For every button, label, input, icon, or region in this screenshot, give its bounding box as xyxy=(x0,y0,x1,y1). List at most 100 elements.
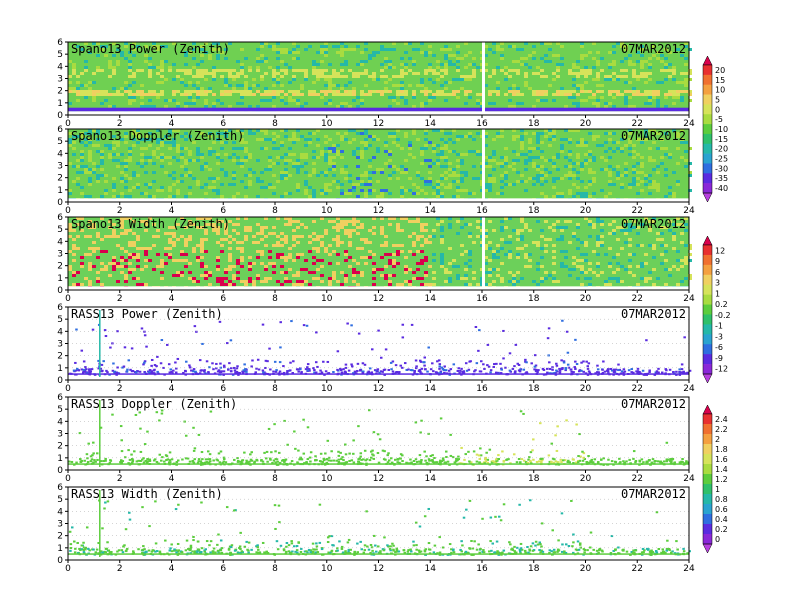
x-tick-label: 0 xyxy=(65,294,71,304)
heatmap-cell xyxy=(88,220,92,223)
heatmap-cell xyxy=(188,135,192,138)
heatmap-cell xyxy=(436,162,440,165)
heatmap-cell xyxy=(496,250,500,253)
data-point xyxy=(414,458,418,461)
data-point xyxy=(587,370,591,373)
data-point xyxy=(493,363,496,366)
heatmap-cell xyxy=(612,60,616,63)
heatmap-cell xyxy=(172,195,176,198)
data-point xyxy=(519,410,523,413)
data-point xyxy=(363,449,367,452)
heatmap-cell xyxy=(628,54,632,57)
heatmap-cell xyxy=(380,232,384,235)
data-point xyxy=(628,458,631,461)
heatmap-cell xyxy=(232,87,236,90)
heatmap-cell xyxy=(228,241,232,244)
data-point xyxy=(523,459,526,462)
data-point xyxy=(84,366,87,369)
heatmap-cell xyxy=(660,147,664,150)
heatmap-cell xyxy=(372,262,376,265)
heatmap-cell xyxy=(324,159,328,162)
heatmap-cell xyxy=(296,102,300,105)
data-point xyxy=(576,461,580,464)
heatmap-cell xyxy=(260,262,264,265)
data-point xyxy=(148,459,152,462)
heatmap-cell xyxy=(576,60,580,63)
heatmap-cell xyxy=(360,150,364,153)
heatmap-cell xyxy=(656,105,660,108)
heatmap-cell xyxy=(568,93,572,96)
heatmap-cell xyxy=(652,90,656,93)
heatmap-cell xyxy=(116,244,120,247)
data-point xyxy=(292,360,295,363)
heatmap-cell xyxy=(224,141,228,144)
heatmap-cell xyxy=(216,189,220,192)
heatmap-cell xyxy=(296,90,300,93)
y-tick-label: 0 xyxy=(57,111,63,121)
heatmap-cell xyxy=(248,132,252,135)
heatmap-cell xyxy=(468,75,472,78)
heatmap-cell xyxy=(272,48,276,51)
heatmap-cell xyxy=(360,51,364,54)
data-point xyxy=(300,458,304,461)
heatmap-cell xyxy=(512,129,516,132)
data-point xyxy=(159,362,163,365)
heatmap-cell xyxy=(680,96,684,99)
data-point xyxy=(230,370,233,373)
heatmap-cell xyxy=(512,229,516,232)
heatmap-cell xyxy=(240,129,244,132)
data-point xyxy=(192,539,195,542)
data-point xyxy=(200,451,204,454)
heatmap-cell xyxy=(464,153,468,156)
data-point xyxy=(381,370,384,373)
data-point xyxy=(215,362,218,365)
data-point xyxy=(143,330,146,333)
heatmap-cell xyxy=(148,259,152,262)
heatmap-cell xyxy=(284,129,288,132)
heatmap-cell xyxy=(188,96,192,99)
heatmap-cell xyxy=(292,283,296,286)
data-point xyxy=(121,460,125,463)
heatmap-cell xyxy=(68,90,72,93)
heatmap-cell xyxy=(204,277,208,280)
data-point xyxy=(524,358,527,361)
heatmap-cell xyxy=(544,129,548,132)
heatmap-cell xyxy=(320,48,324,51)
heatmap-cell xyxy=(140,147,144,150)
heatmap-cell xyxy=(68,60,72,63)
heatmap-cell xyxy=(552,135,556,138)
heatmap-cell xyxy=(428,265,432,268)
heatmap-cell xyxy=(196,180,200,183)
heatmap-cell xyxy=(216,277,220,280)
heatmap-cell xyxy=(100,156,104,159)
data-point xyxy=(570,370,573,373)
heatmap-cell xyxy=(648,99,652,102)
heatmap-cell xyxy=(392,171,396,174)
data-point xyxy=(379,550,382,553)
heatmap-cell xyxy=(544,42,548,45)
heatmap-cell xyxy=(324,135,328,138)
heatmap-cell xyxy=(632,93,636,96)
x-tick-label: 20 xyxy=(580,206,592,216)
heatmap-cell xyxy=(340,69,344,72)
heatmap-cell xyxy=(140,69,144,72)
data-point xyxy=(146,460,149,463)
data-point xyxy=(555,369,558,372)
heatmap-cell xyxy=(688,253,692,256)
heatmap-cell xyxy=(120,226,124,229)
heatmap-cell xyxy=(164,45,168,48)
heatmap-cell xyxy=(500,277,504,280)
data-point xyxy=(610,460,614,463)
heatmap-cell xyxy=(476,132,480,135)
heatmap-cell xyxy=(444,186,448,189)
heatmap-cell xyxy=(184,162,188,165)
heatmap-cell xyxy=(496,192,500,195)
heatmap-cell xyxy=(540,171,544,174)
heatmap-cell xyxy=(244,283,248,286)
heatmap-cell xyxy=(80,150,84,153)
data-point xyxy=(553,372,556,375)
heatmap-cell xyxy=(428,96,432,99)
heatmap-cell xyxy=(592,96,596,99)
heatmap-cell xyxy=(436,153,440,156)
data-point xyxy=(578,459,582,462)
